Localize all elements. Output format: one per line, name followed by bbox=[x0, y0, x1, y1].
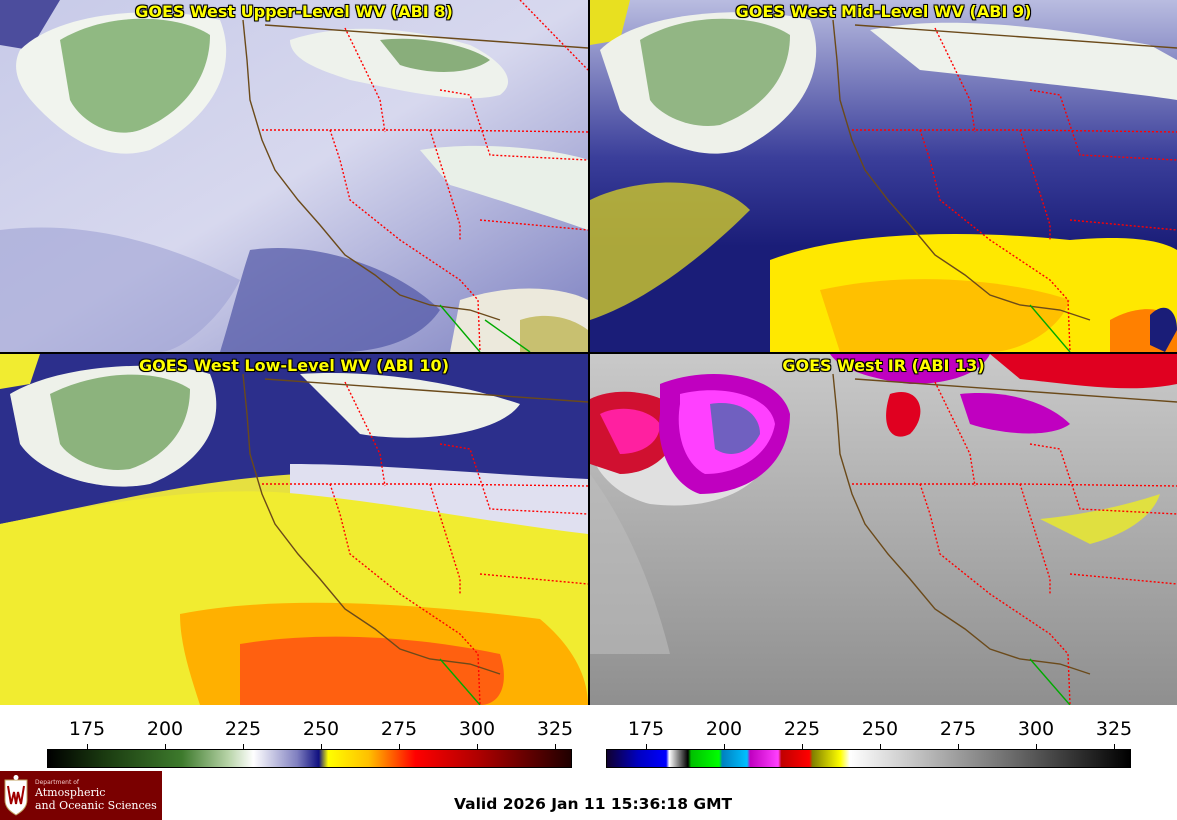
colorbar-tick-label: 225 bbox=[783, 718, 821, 740]
colorbar-tick-label: 300 bbox=[1017, 718, 1055, 740]
colorbar-tick-label: 175 bbox=[627, 718, 665, 740]
colorbar-tick-label: 325 bbox=[536, 718, 574, 740]
panel-title: GOES West Mid-Level WV (ABI 9) bbox=[735, 2, 1032, 21]
logo-title-line1: Atmospheric bbox=[35, 786, 106, 799]
colorbar-tick bbox=[880, 744, 881, 749]
colorbar-tick-label: 300 bbox=[458, 718, 496, 740]
upper-level-wv-image bbox=[0, 0, 588, 352]
panel-divider-horizontal bbox=[0, 352, 1177, 354]
colorbar-tick bbox=[399, 744, 400, 749]
panel-mid-level-wv: GOES West Mid-Level WV (ABI 9) bbox=[590, 0, 1177, 352]
colorbar-tick bbox=[958, 744, 959, 749]
low-level-wv-image bbox=[0, 354, 588, 705]
colorbar-tick bbox=[1036, 744, 1037, 749]
ir-image bbox=[590, 354, 1177, 705]
colorbar-wv: 175 200 225 250 275 300 325 bbox=[47, 718, 574, 770]
colorbar-ir: 175 200 225 250 275 300 325 bbox=[606, 718, 1133, 770]
panel-upper-level-wv: GOES West Upper-Level WV (ABI 8) bbox=[0, 0, 588, 352]
uw-aos-logo[interactable]: Department of Atmospheric and Oceanic Sc… bbox=[0, 771, 162, 820]
colorbar-tick bbox=[724, 744, 725, 749]
colorbar-tick-label: 225 bbox=[224, 718, 262, 740]
colorbar-tick-label: 200 bbox=[146, 718, 184, 740]
colorbar-gradient-wv bbox=[47, 749, 572, 768]
colorbar-tick-label: 275 bbox=[939, 718, 977, 740]
mid-level-wv-image bbox=[590, 0, 1177, 352]
panel-low-level-wv: GOES West Low-Level WV (ABI 10) bbox=[0, 354, 588, 705]
panel-ir: GOES West IR (ABI 13) bbox=[590, 354, 1177, 705]
colorbar-tick-label: 175 bbox=[68, 718, 106, 740]
colorbar-tick-label: 250 bbox=[861, 718, 899, 740]
colorbar-tick bbox=[1114, 744, 1115, 749]
colorbar-tick bbox=[646, 744, 647, 749]
colorbar-tick-label: 250 bbox=[302, 718, 340, 740]
colorbar-tick bbox=[802, 744, 803, 749]
logo-title-line2: and Oceanic Sciences bbox=[35, 799, 157, 812]
logo-department-text: Department of bbox=[35, 779, 79, 786]
panel-title: GOES West IR (ABI 13) bbox=[782, 356, 985, 375]
colorbar-tick-label: 200 bbox=[705, 718, 743, 740]
panel-title: GOES West Low-Level WV (ABI 10) bbox=[138, 356, 449, 375]
colorbar-tick-label: 325 bbox=[1095, 718, 1133, 740]
colorbar-tick bbox=[87, 744, 88, 749]
colorbar-gradient-ir bbox=[606, 749, 1131, 768]
colorbar-tick bbox=[243, 744, 244, 749]
colorbar-tick bbox=[165, 744, 166, 749]
colorbar-tick-label: 275 bbox=[380, 718, 418, 740]
panel-title: GOES West Upper-Level WV (ABI 8) bbox=[135, 2, 453, 21]
colorbar-tick bbox=[477, 744, 478, 749]
uw-crest-icon bbox=[4, 775, 28, 816]
colorbar-tick bbox=[555, 744, 556, 749]
colorbar-tick bbox=[321, 744, 322, 749]
valid-time-label: Valid 2026 Jan 11 15:36:18 GMT bbox=[454, 795, 733, 813]
